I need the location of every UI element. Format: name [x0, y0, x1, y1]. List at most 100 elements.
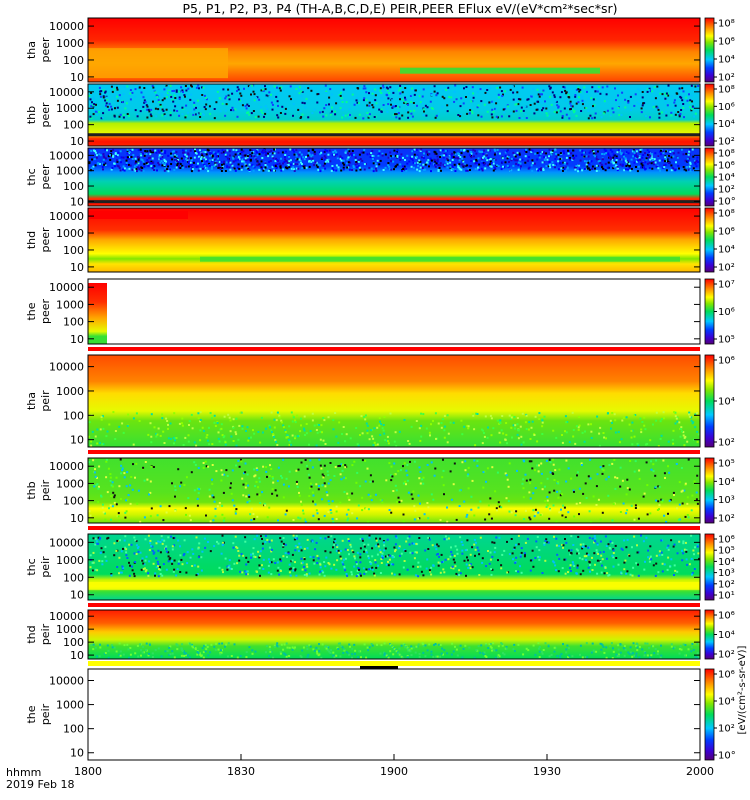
noise-pixel [110, 573, 113, 575]
noise-pixel [311, 540, 314, 543]
noise-pixel [407, 111, 410, 114]
noise-pixel [641, 164, 644, 167]
colorbar-tick-label: 10⁶ [718, 161, 735, 172]
noise-pixel [186, 562, 189, 565]
noise-pixel [680, 96, 683, 99]
colorbar-tick-label: 10⁶ [718, 102, 735, 113]
noise-pixel [233, 643, 236, 646]
noise-pixel [247, 439, 250, 442]
noise-pixel [267, 571, 270, 574]
noise-pixel [406, 568, 409, 571]
noise-pixel [101, 166, 104, 168]
noise-pixel [369, 480, 372, 483]
noise-pixel [224, 443, 227, 446]
noise-pixel [490, 434, 493, 437]
noise-pixel [342, 563, 345, 566]
noise-pixel [422, 88, 425, 91]
noise-pixel [496, 87, 499, 89]
noise-pixel [177, 113, 180, 116]
noise-pixel [683, 489, 686, 492]
noise-pixel [393, 168, 395, 171]
noise-pixel [293, 153, 296, 156]
noise-pixel [539, 514, 542, 516]
noise-pixel [606, 109, 609, 112]
noise-pixel [540, 167, 543, 170]
noise-pixel [617, 648, 620, 651]
noise-pixel [393, 440, 396, 443]
noise-pixel [178, 164, 180, 167]
noise-pixel [588, 560, 591, 563]
noise-pixel [448, 157, 451, 160]
noise-pixel [351, 464, 354, 467]
noise-pixel [280, 421, 283, 424]
noise-pixel [417, 494, 420, 497]
noise-pixel [133, 536, 136, 539]
noise-pixel [675, 463, 678, 465]
noise-pixel [316, 423, 319, 426]
noise-pixel [181, 563, 184, 566]
noise-pixel [93, 158, 96, 161]
noise-pixel [588, 536, 591, 539]
noise-pixel [158, 154, 161, 157]
noise-pixel [320, 656, 323, 659]
noise-pixel [458, 489, 461, 492]
noise-pixel [119, 113, 122, 116]
noise-pixel [134, 169, 137, 172]
noise-pixel [627, 100, 630, 103]
noise-pixel [243, 87, 245, 90]
noise-pixel [143, 87, 146, 89]
noise-pixel [646, 149, 649, 152]
noise-pixel [598, 160, 601, 162]
noise-pixel [524, 473, 527, 476]
noise-pixel [457, 114, 460, 116]
noise-pixel [477, 157, 480, 160]
noise-pixel [472, 96, 475, 99]
noise-pixel [395, 536, 398, 539]
noise-pixel [419, 101, 422, 104]
noise-pixel [129, 92, 132, 95]
noise-pixel [324, 443, 327, 445]
noise-pixel [280, 559, 283, 562]
noise-pixel [510, 157, 513, 160]
noise-pixel [324, 149, 327, 151]
noise-pixel [249, 85, 252, 88]
noise-pixel [643, 166, 646, 169]
noise-pixel [300, 549, 303, 552]
noise-pixel [336, 646, 339, 649]
noise-pixel [418, 477, 421, 480]
noise-pixel [443, 436, 446, 439]
noise-pixel [645, 443, 647, 446]
noise-pixel [596, 90, 599, 93]
noise-pixel [658, 485, 661, 488]
noise-pixel [284, 513, 287, 516]
noise-pixel [331, 106, 333, 109]
noise-pixel [180, 422, 183, 425]
noise-pixel [554, 166, 556, 169]
noise-pixel [359, 158, 362, 160]
noise-pixel [369, 561, 372, 563]
noise-pixel [319, 430, 322, 433]
noise-pixel [567, 467, 570, 470]
noise-pixel [374, 88, 377, 91]
noise-pixel [116, 160, 119, 163]
noise-pixel [434, 165, 437, 168]
noise-pixel [667, 544, 670, 547]
noise-pixel [236, 656, 239, 659]
noise-pixel [615, 157, 618, 160]
noise-pixel [240, 148, 243, 151]
noise-pixel [303, 102, 306, 105]
noise-pixel [197, 412, 200, 415]
noise-pixel [678, 648, 681, 650]
noise-pixel [611, 160, 614, 163]
noise-pixel [253, 518, 256, 521]
noise-pixel [160, 535, 163, 538]
noise-pixel [327, 646, 330, 649]
noise-pixel [429, 570, 432, 573]
noise-pixel [430, 107, 433, 109]
noise-pixel [102, 112, 105, 115]
noise-pixel [669, 565, 672, 568]
noise-pixel [356, 551, 359, 554]
noise-pixel [446, 159, 449, 162]
noise-pixel [385, 563, 388, 566]
noise-pixel [402, 168, 405, 170]
